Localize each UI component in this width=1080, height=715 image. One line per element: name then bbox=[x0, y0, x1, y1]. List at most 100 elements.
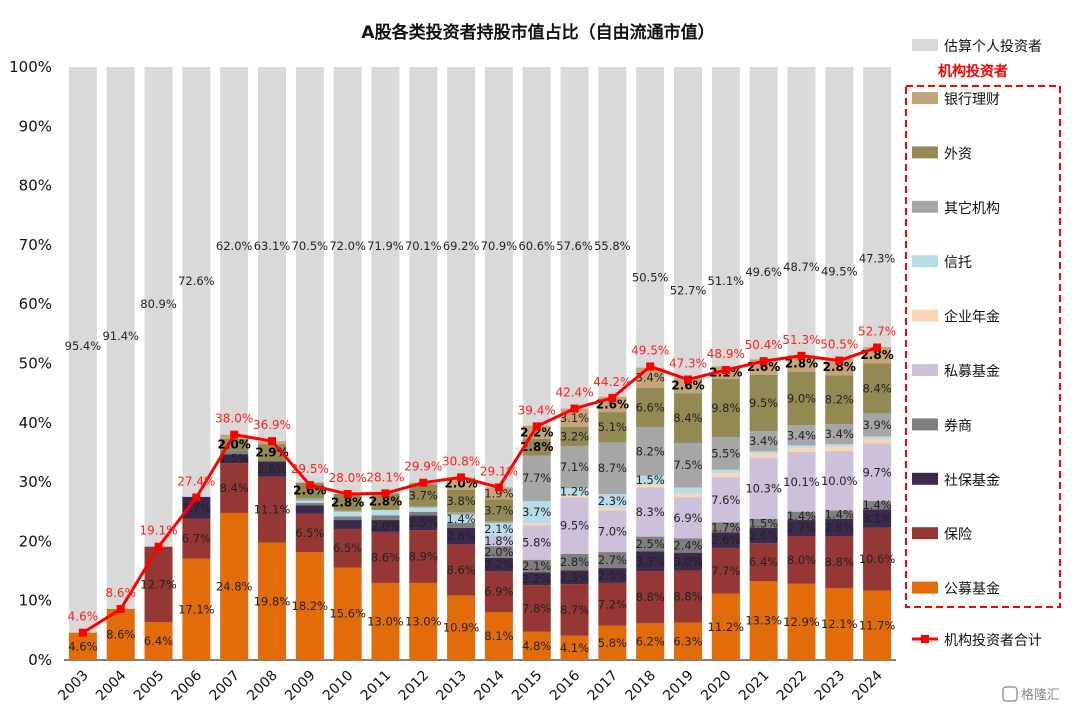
total-label: 50.4% bbox=[745, 338, 783, 352]
legend-swatch bbox=[912, 364, 938, 376]
segment-label: 12.1% bbox=[821, 617, 858, 631]
bar-segment bbox=[295, 513, 324, 553]
total-point bbox=[78, 628, 87, 637]
segment-label: 10.0% bbox=[821, 474, 858, 488]
legend-swatch bbox=[912, 309, 938, 322]
individual-label: 70.1% bbox=[405, 239, 442, 253]
x-tick-label: 2024 bbox=[849, 667, 886, 704]
individual-label: 69.2% bbox=[443, 239, 480, 253]
x-tick-label: 2017 bbox=[585, 668, 622, 705]
legend-swatch bbox=[912, 92, 938, 104]
segment-label: 2.6% bbox=[671, 378, 704, 392]
y-tick-label: 20% bbox=[19, 532, 52, 550]
segment-label: 3.7% bbox=[522, 505, 551, 519]
segment-label: 3.1% bbox=[560, 411, 589, 425]
segment-label: 2.6% bbox=[257, 462, 286, 476]
bar-segment bbox=[295, 498, 324, 501]
total-label: 8.6% bbox=[105, 586, 136, 600]
segment-label: 6.6% bbox=[636, 400, 665, 414]
segment-label: 6.9% bbox=[484, 585, 513, 599]
segment-label: 8.7% bbox=[598, 461, 627, 475]
legend-swatch bbox=[912, 418, 938, 431]
bar-segment bbox=[484, 535, 513, 547]
segment-label: 6.9% bbox=[673, 511, 702, 525]
bar-segment bbox=[447, 595, 476, 660]
bar-segment bbox=[484, 487, 513, 500]
bar-segment bbox=[522, 438, 551, 456]
total-label: 28.0% bbox=[329, 471, 367, 485]
total-point bbox=[835, 356, 844, 365]
y-tick-label: 0% bbox=[28, 651, 52, 669]
segment-label: 1.4% bbox=[825, 508, 854, 522]
bar-segment bbox=[598, 582, 627, 626]
segment-label: 9.5% bbox=[560, 519, 589, 533]
total-label: 39.4% bbox=[518, 403, 556, 417]
bar-segment bbox=[409, 484, 438, 507]
bar-segment bbox=[787, 445, 816, 448]
total-series-line bbox=[82, 346, 878, 634]
segment-label: 8.3% bbox=[636, 505, 665, 519]
segment-label: 13.0% bbox=[367, 614, 404, 628]
bar-segment bbox=[182, 496, 211, 519]
segment-label: 18.2% bbox=[292, 599, 329, 613]
bar-segment bbox=[522, 455, 551, 502]
individual-label: 55.8% bbox=[594, 239, 631, 253]
total-label: 38.0% bbox=[215, 412, 253, 426]
bar-segment bbox=[258, 476, 286, 543]
legend-label: 券商 bbox=[944, 418, 972, 434]
individual-label: 47.3% bbox=[859, 251, 896, 265]
total-label: 4.6% bbox=[68, 610, 99, 624]
legend-swatch bbox=[912, 527, 938, 540]
bar-segment bbox=[863, 443, 892, 502]
bar-segment bbox=[333, 511, 362, 517]
bar-segment bbox=[447, 514, 476, 524]
bar-segment bbox=[863, 363, 892, 414]
bar-segment bbox=[787, 371, 816, 426]
segment-label: 8.2% bbox=[636, 444, 665, 458]
bar-segment bbox=[863, 436, 892, 439]
x-tick-label: 2011 bbox=[358, 668, 395, 705]
total-label: 30.8% bbox=[442, 454, 480, 468]
total-point bbox=[268, 437, 276, 446]
segment-label: 2.3% bbox=[598, 494, 627, 508]
total-label: 48.9% bbox=[707, 347, 745, 361]
bar-segment bbox=[484, 546, 513, 559]
total-point bbox=[759, 357, 768, 366]
bar-segment bbox=[409, 515, 438, 531]
bar-segment bbox=[863, 501, 892, 510]
total-point bbox=[230, 430, 239, 439]
y-tick-label: 40% bbox=[19, 414, 52, 432]
bar-segment bbox=[636, 571, 665, 624]
legend-label: 公募基金 bbox=[944, 581, 1000, 598]
bar-segment bbox=[220, 454, 249, 464]
legend-swatch bbox=[912, 581, 938, 594]
segment-label: 15.6% bbox=[329, 607, 366, 621]
total-label: 36.9% bbox=[253, 418, 291, 432]
segment-label: 9.8% bbox=[711, 401, 740, 415]
bar-segment bbox=[258, 542, 286, 660]
segment-label: 1.4% bbox=[446, 512, 475, 526]
bar-segment bbox=[825, 444, 854, 447]
bar-segment bbox=[863, 438, 892, 444]
y-tick-label: 70% bbox=[19, 236, 52, 254]
segment-label: 1.9% bbox=[484, 486, 513, 500]
individual-label: 72.0% bbox=[329, 239, 366, 253]
segment-label: 10.1% bbox=[783, 475, 820, 489]
bar-segment bbox=[825, 375, 854, 424]
segment-label: 8.4% bbox=[220, 481, 249, 495]
bar-segment bbox=[447, 489, 476, 513]
bar-segment bbox=[371, 515, 400, 521]
segment-label: 3.7% bbox=[182, 501, 211, 515]
bar-segment bbox=[674, 393, 702, 443]
segment-label: 6.5% bbox=[333, 541, 362, 555]
segment-label: 2.8% bbox=[520, 440, 553, 454]
x-tick-label: 2005 bbox=[131, 668, 168, 705]
x-tick-label: 2019 bbox=[660, 668, 697, 705]
bar-segment bbox=[371, 520, 400, 532]
segment-label: 8.8% bbox=[636, 590, 665, 604]
individual-label: 71.9% bbox=[367, 239, 404, 253]
total-label: 28.1% bbox=[366, 470, 404, 484]
bar-segment bbox=[825, 358, 854, 376]
individual-label: 62.0% bbox=[216, 239, 253, 253]
bar-segment bbox=[560, 584, 589, 636]
